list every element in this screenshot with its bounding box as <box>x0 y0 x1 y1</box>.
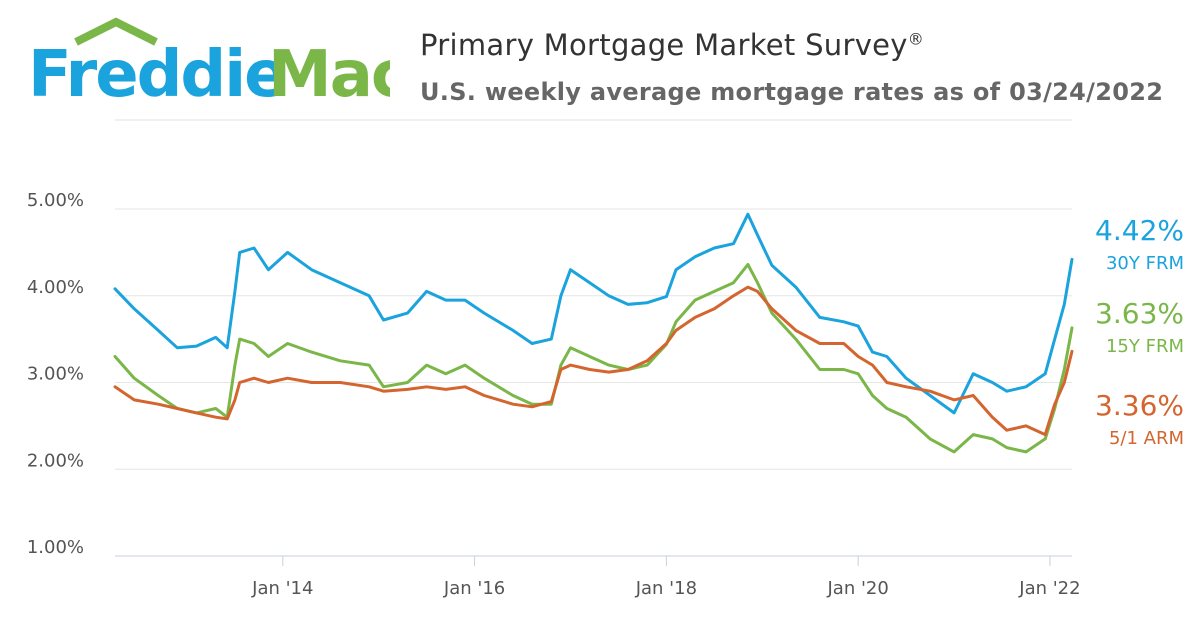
series-name-label: 5/1 ARM <box>1109 428 1184 449</box>
y-tick-label: 3.00% <box>27 364 84 385</box>
chart-title: Primary Mortgage Market Survey® <box>420 28 924 62</box>
x-axis: Jan '14 Jan '16 Jan '18 Jan '20 Jan '22 <box>251 556 1081 599</box>
series-lines <box>113 212 1074 454</box>
series-name-label: 15Y FRM <box>1106 336 1184 357</box>
logo-roof-icon <box>74 17 158 46</box>
series-line-5-1-arm <box>113 285 1074 437</box>
gridlines <box>115 208 1072 557</box>
y-axis: 1.00% 2.00% 3.00% 4.00% 5.00% <box>27 190 84 558</box>
x-tick-label: Jan '20 <box>826 578 888 599</box>
x-tick-label: Jan '22 <box>1018 578 1080 599</box>
series-end-labels: 4.42% 30Y FRM 3.63% 15Y FRM 3.36% 5/1 ARM <box>1095 214 1184 449</box>
chart-subtitle: U.S. weekly average mortgage rates as of… <box>420 78 1164 106</box>
series-latest-value: 4.42% <box>1095 214 1184 247</box>
logo-word-mac: Mac <box>268 38 390 110</box>
y-tick-label: 5.00% <box>27 190 84 211</box>
series-line-15y-frm <box>113 263 1074 454</box>
y-tick-label: 4.00% <box>27 277 84 298</box>
y-tick-label: 2.00% <box>27 450 84 471</box>
series-latest-value: 3.63% <box>1095 297 1184 330</box>
series-name-label: 30Y FRM <box>1106 253 1184 274</box>
freddie-mac-logo: Freddie Mac <box>18 14 409 112</box>
x-tick-label: Jan '16 <box>443 578 505 599</box>
x-tick-label: Jan '14 <box>251 578 313 599</box>
chart-title-text: Primary Mortgage Market Survey <box>420 28 908 62</box>
series-latest-value: 3.36% <box>1095 389 1184 422</box>
series-line-30y-frm <box>113 212 1074 415</box>
registered-mark: ® <box>907 29 925 49</box>
freddie-mac-logo-graphic: Freddie Mac <box>28 17 409 112</box>
x-tick-label: Jan '18 <box>635 578 697 599</box>
logo-word-freddie: Freddie <box>28 38 286 110</box>
y-tick-label: 1.00% <box>27 537 84 558</box>
